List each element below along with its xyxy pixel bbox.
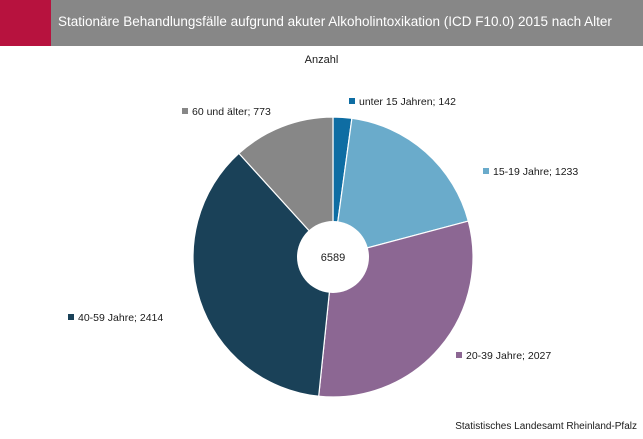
donut-slice-4 bbox=[238, 116, 334, 259]
slice-label-4: 60 und älter; 773 bbox=[182, 106, 271, 118]
donut-total-label: 6589 bbox=[321, 252, 345, 264]
slice-label-swatch-2 bbox=[456, 352, 462, 358]
slice-label-text-2: 20-39 Jahre; 2027 bbox=[466, 350, 551, 362]
source-note: Statistisches Landesamt Rheinland-Pfalz bbox=[455, 421, 637, 432]
donut-slice-3 bbox=[192, 152, 334, 397]
header-accent-block bbox=[0, 0, 51, 46]
slice-label-text-4: 60 und älter; 773 bbox=[192, 106, 271, 118]
slice-label-0: unter 15 Jahren; 142 bbox=[349, 96, 456, 108]
slice-label-swatch-3 bbox=[68, 314, 74, 320]
chart-subtitle: Anzahl bbox=[304, 54, 339, 66]
donut-slice-1 bbox=[332, 117, 470, 258]
chart-header bbox=[0, 0, 643, 46]
slice-label-text-0: unter 15 Jahren; 142 bbox=[359, 96, 456, 108]
slice-label-swatch-0 bbox=[349, 98, 355, 104]
slice-label-swatch-1 bbox=[483, 168, 489, 174]
chart-title: Stationäre Behandlungsfälle aufgrund aku… bbox=[58, 14, 612, 29]
donut-hole bbox=[297, 221, 369, 293]
slice-label-1: 15-19 Jahre; 1233 bbox=[483, 166, 578, 178]
slice-label-3: 40-59 Jahre; 2414 bbox=[68, 312, 163, 324]
slice-label-text-1: 15-19 Jahre; 1233 bbox=[493, 166, 578, 178]
slice-label-text-3: 40-59 Jahre; 2414 bbox=[78, 312, 163, 324]
slice-label-2: 20-39 Jahre; 2027 bbox=[456, 350, 551, 362]
slice-label-swatch-4 bbox=[182, 108, 188, 114]
